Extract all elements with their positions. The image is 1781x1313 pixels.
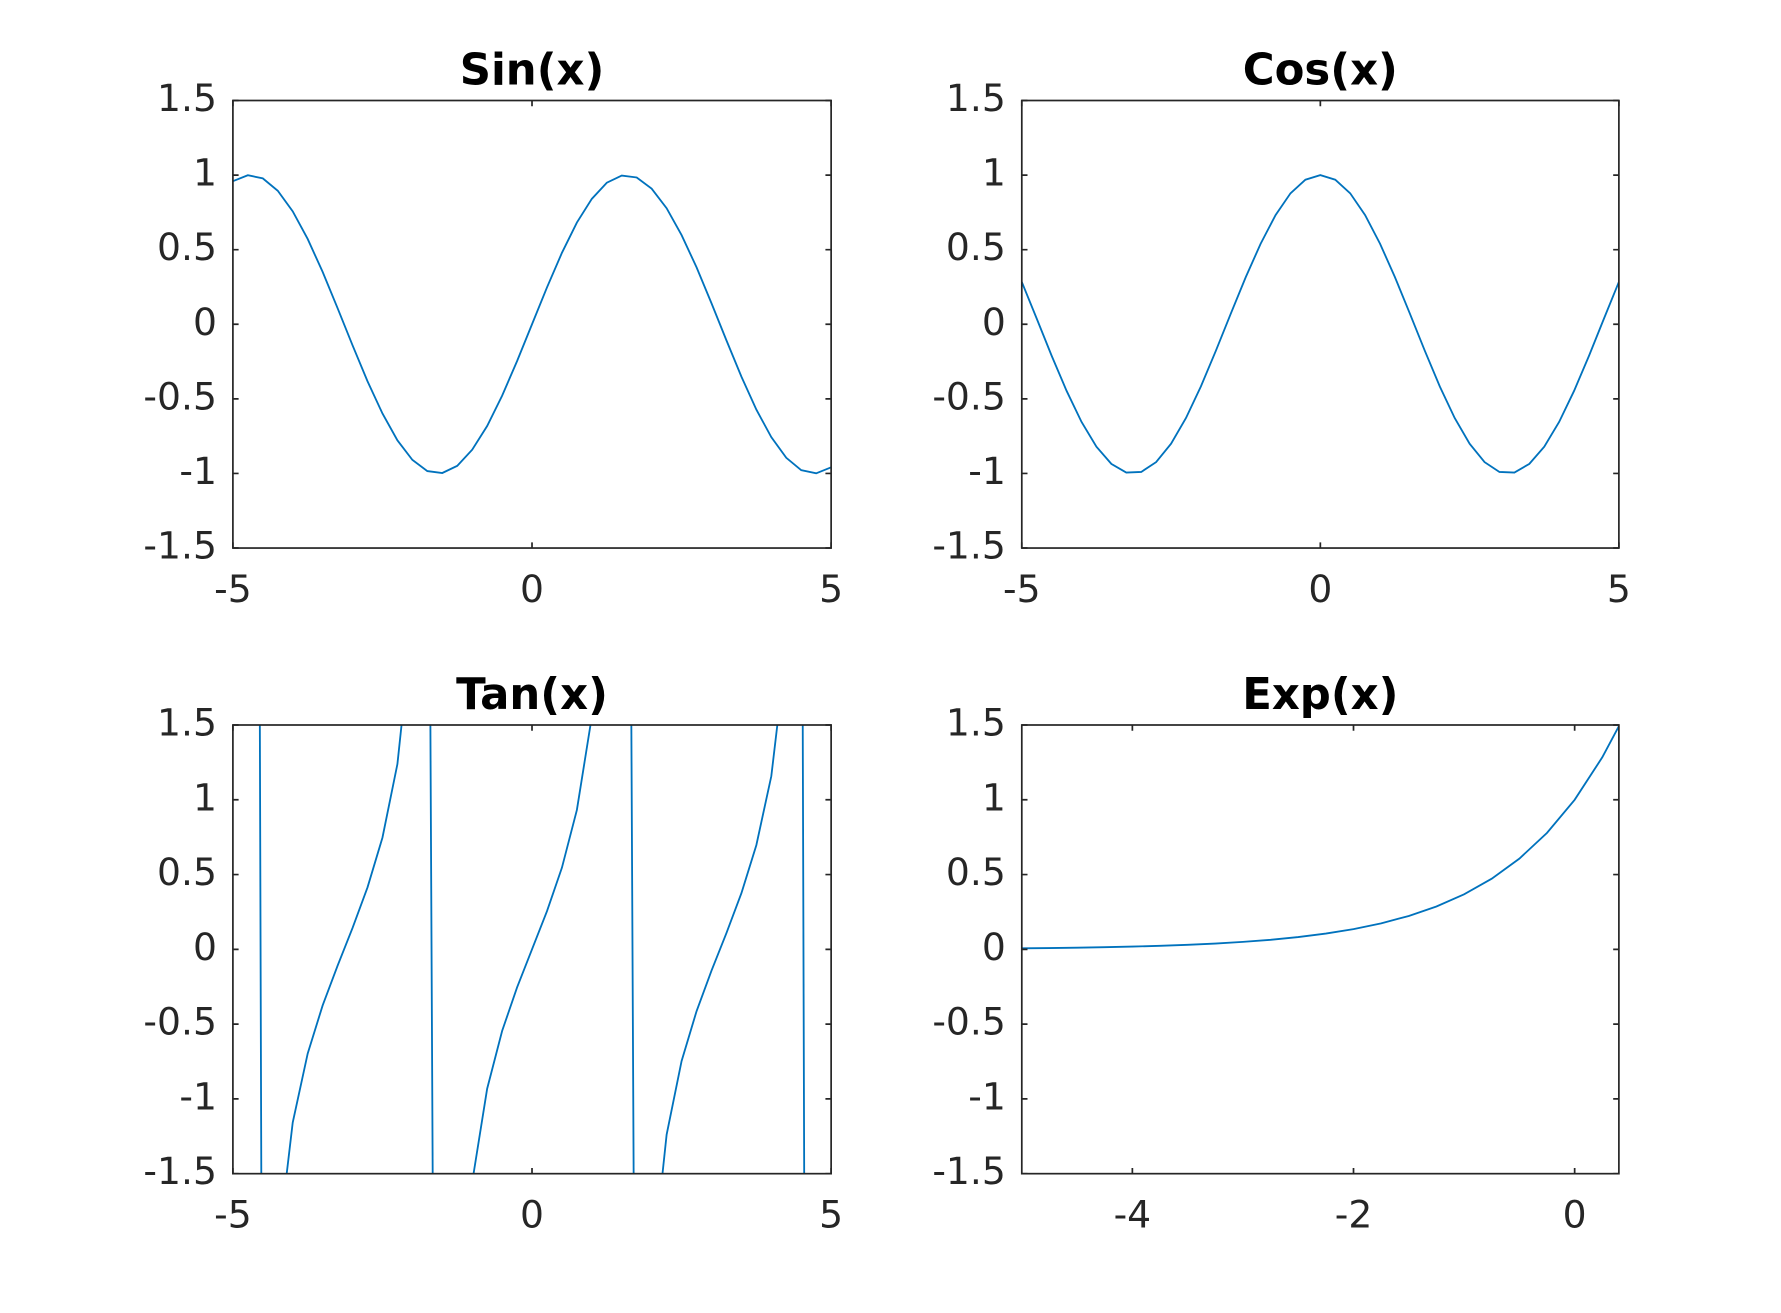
x-tick-label: 5	[1607, 567, 1631, 611]
x-tick-label: -5	[214, 1193, 252, 1237]
y-tick-label: -0.5	[143, 374, 216, 418]
x-tick-label: 5	[819, 1193, 843, 1237]
y-tick-label: -1.5	[932, 524, 1005, 568]
data-line	[1021, 725, 1619, 950]
y-tick-label: 0	[193, 300, 217, 344]
y-tick-label: 0	[193, 925, 217, 969]
y-tick-label: -1	[968, 1074, 1006, 1118]
x-tick-label: -5	[214, 567, 252, 611]
x-tick-label: 0	[520, 567, 544, 611]
y-tick-label: 1.5	[946, 76, 1006, 120]
x-tick-label: 0	[1308, 567, 1332, 611]
y-tick-label: 1.5	[157, 701, 217, 745]
y-tick-label: 0.5	[946, 225, 1006, 269]
y-tick-label: -1.5	[143, 524, 216, 568]
x-tick-label: 0	[1563, 1193, 1587, 1237]
y-tick-label: 1.5	[157, 76, 217, 120]
y-tick-label: -1.5	[143, 1149, 216, 1193]
y-tick-label: -1.5	[932, 1149, 1005, 1193]
axes-background	[1021, 100, 1619, 549]
subplot-title: Sin(x)	[460, 46, 605, 96]
y-tick-label: 1	[982, 775, 1006, 819]
y-tick-label: 0.5	[157, 225, 217, 269]
y-tick-label: 0.5	[157, 850, 217, 894]
subplot-title: Tan(x)	[456, 670, 608, 720]
data-line	[258, 724, 806, 1174]
y-tick-label: 1	[193, 775, 217, 819]
data-line	[232, 174, 832, 475]
x-tick-label: 5	[819, 567, 843, 611]
x-tick-label: 0	[520, 1193, 544, 1237]
y-tick-label: 1	[193, 151, 217, 195]
y-tick-label: 0	[982, 300, 1006, 344]
subplot-title: Cos(x)	[1243, 46, 1398, 96]
y-tick-label: -1	[179, 1074, 217, 1118]
subplot: Exp(x) -1.5 -1 -0.5 0 0.5 1 1.5 -4 -2 0	[932, 670, 1620, 1237]
y-tick-label: -0.5	[143, 1000, 216, 1044]
subplot: Tan(x) -1.5 -1 -0.5 0 0.5 1 1.5 -5 0 5	[143, 670, 843, 1237]
x-tick-label: -2	[1335, 1193, 1373, 1237]
subplot: Cos(x) -1.5 -1 -0.5 0 0.5 1 1.5 -5 0 5	[932, 46, 1631, 611]
y-tick-label: 0.5	[946, 850, 1006, 894]
y-tick-label: 0	[982, 925, 1006, 969]
y-tick-label: 1.5	[946, 701, 1006, 745]
subplot-title: Exp(x)	[1242, 670, 1398, 720]
x-tick-label: -4	[1114, 1193, 1152, 1237]
y-tick-label: -1	[179, 449, 217, 493]
y-tick-label: -0.5	[932, 1000, 1005, 1044]
y-tick-label: -1	[968, 449, 1006, 493]
axes-background	[1021, 725, 1619, 1174]
y-tick-label: -0.5	[932, 374, 1005, 418]
data-line	[1021, 174, 1619, 474]
x-tick-label: -5	[1003, 567, 1041, 611]
subplot: Sin(x) -1.5 -1 -0.5 0 0.5 1 1.5 -5 0 5	[143, 46, 843, 611]
y-tick-label: 1	[982, 151, 1006, 195]
